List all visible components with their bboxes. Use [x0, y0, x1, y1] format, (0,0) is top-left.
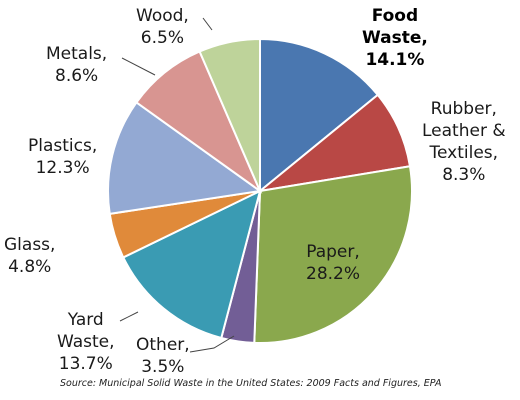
- leader-line-metals: [121, 57, 156, 76]
- leader-line-yard: [119, 311, 139, 322]
- pie-slice-paper: [253, 165, 413, 344]
- slice-label-wood: Wood, 6.5%: [136, 6, 189, 48]
- leader-line-wood: [202, 17, 213, 31]
- slice-label-glass: Glass, 4.8%: [4, 235, 56, 277]
- pie-slice-plastics: [107, 101, 263, 215]
- source-note: Source: Municipal Solid Waste in the Uni…: [60, 378, 442, 389]
- leader-line-other: [189, 335, 235, 353]
- slice-label-rubber-leather-textiles: Rubber, Leather & Textiles, 8.3%: [422, 99, 506, 185]
- pie-slice-food-waste: [259, 37, 380, 194]
- slice-label-food-waste: Food Waste, 14.1%: [362, 6, 428, 70]
- pie-slice-wood: [198, 37, 261, 192]
- slice-label-paper: Paper, 28.2%: [306, 242, 361, 284]
- pie-slice-yard-waste: [121, 189, 262, 340]
- slice-label-yard-waste: Yard Waste, 13.7%: [57, 310, 115, 374]
- slice-label-plastics: Plastics, 12.3%: [28, 136, 98, 178]
- slice-label-metals: Metals, 8.6%: [46, 44, 108, 86]
- slice-label-other: Other, 3.5%: [136, 335, 190, 377]
